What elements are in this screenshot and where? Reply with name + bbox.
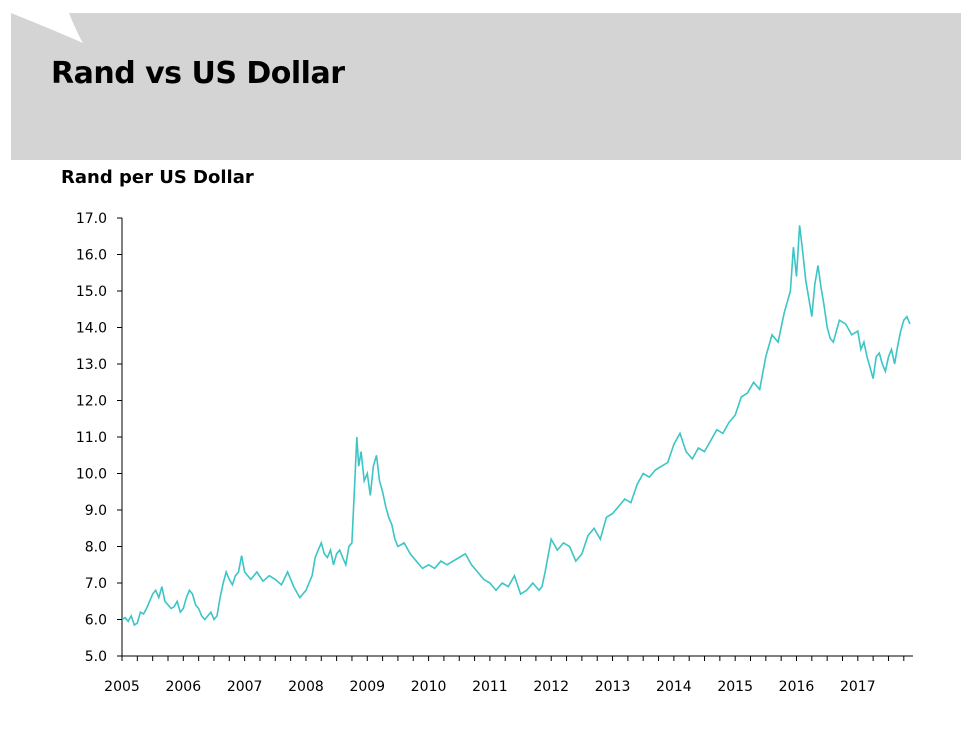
y-tick-label: 14.0 bbox=[76, 321, 107, 337]
x-tick-label: 2005 bbox=[104, 679, 140, 695]
y-tick-label: 11.0 bbox=[76, 430, 107, 446]
y-tick-label: 9.0 bbox=[85, 503, 107, 519]
y-tick-label: 15.0 bbox=[76, 284, 107, 300]
y-tick-label: 10.0 bbox=[76, 467, 107, 483]
y-tick-label: 5.0 bbox=[85, 649, 107, 665]
x-tick-label: 2012 bbox=[533, 679, 569, 695]
y-axis-label: Rand per US Dollar bbox=[61, 167, 254, 188]
slide-header-band bbox=[11, 13, 961, 160]
page-curl-icon bbox=[11, 13, 83, 43]
slide-title: Rand vs US Dollar bbox=[51, 56, 345, 91]
x-tick-label: 2015 bbox=[717, 679, 753, 695]
x-tick-label: 2014 bbox=[656, 679, 692, 695]
y-tick-label: 13.0 bbox=[76, 357, 107, 373]
y-tick-label: 12.0 bbox=[76, 394, 107, 410]
x-tick-label: 2006 bbox=[165, 679, 201, 695]
x-tick-label: 2009 bbox=[349, 679, 385, 695]
y-tick-label: 16.0 bbox=[76, 248, 107, 264]
x-tick-label: 2017 bbox=[840, 679, 876, 695]
y-axis: 5.0 6.0 7.0 8.0 9.0 10.0 11.0 12.0 13.0 14.0 15.0 1… bbox=[76, 211, 123, 665]
y-tick-label: 17.0 bbox=[76, 211, 107, 227]
x-tick-label: 2007 bbox=[227, 679, 263, 695]
x-tick-label: 2010 bbox=[411, 679, 447, 695]
y-tick-label: 7.0 bbox=[85, 576, 107, 592]
x-tick-label: 2016 bbox=[779, 679, 815, 695]
x-axis: 2005 2006 2007 2008 2009 2010 2011 2012 2013 2014… bbox=[104, 655, 913, 695]
x-tick-label: 2013 bbox=[595, 679, 631, 695]
y-tick-label: 8.0 bbox=[85, 540, 107, 556]
y-tick-label: 6.0 bbox=[85, 613, 107, 629]
series-line bbox=[121, 225, 911, 627]
x-tick-label: 2011 bbox=[472, 679, 508, 695]
x-tick-label: 2008 bbox=[288, 679, 324, 695]
